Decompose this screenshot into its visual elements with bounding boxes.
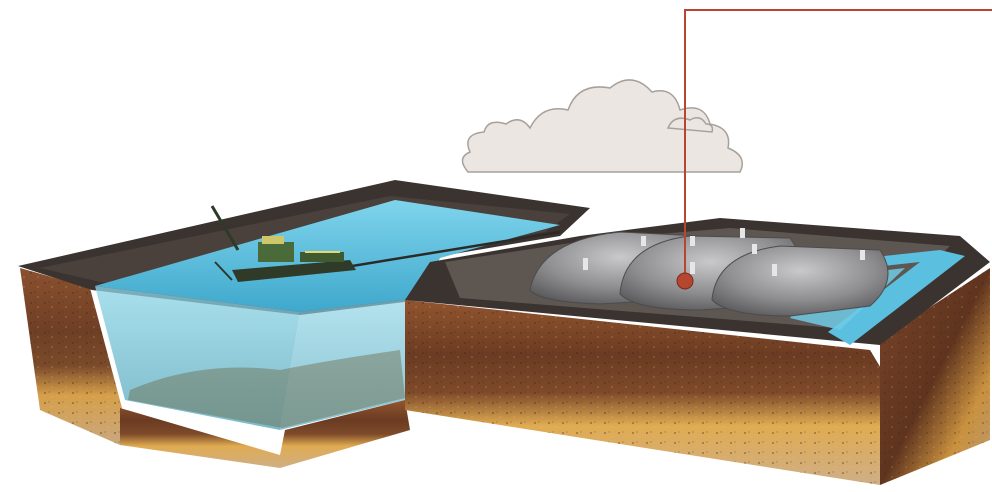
callout-line [684, 9, 992, 280]
dredge-icon [210, 205, 356, 282]
cloud-icon [461, 79, 743, 173]
geotube-bag [529, 228, 889, 317]
callout-dot [676, 272, 694, 290]
left-basin [18, 180, 590, 468]
